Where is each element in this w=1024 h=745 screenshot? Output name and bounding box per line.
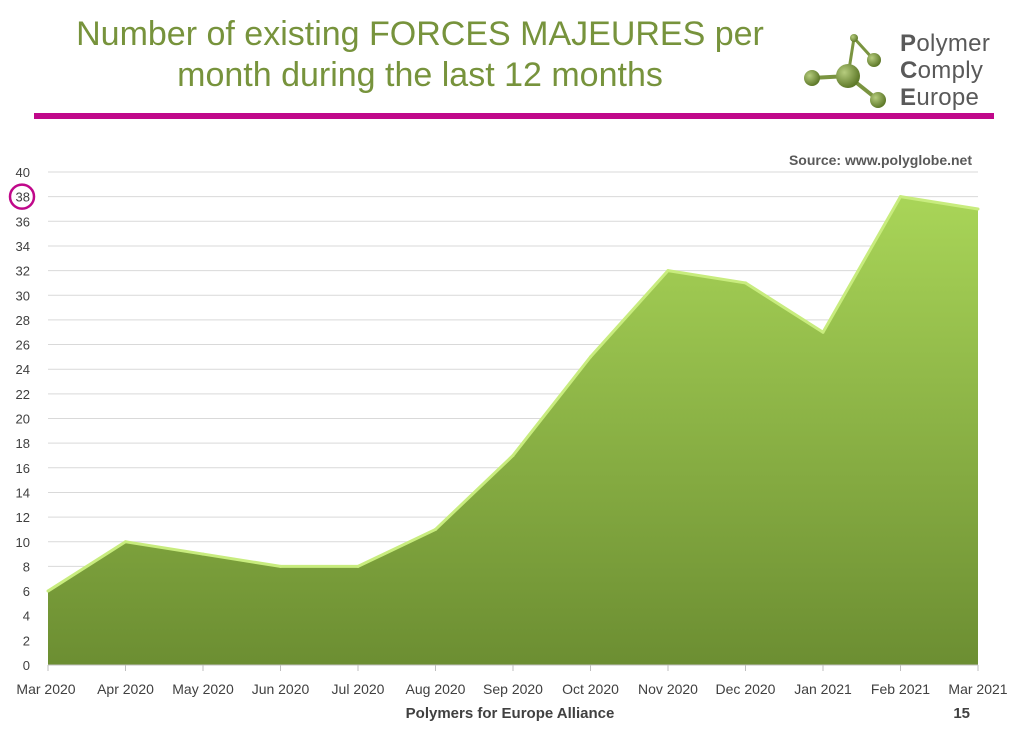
y-tick-label: 16	[16, 461, 30, 476]
data-point	[666, 269, 670, 273]
y-tick-label: 34	[16, 239, 30, 254]
y-tick-label: 14	[16, 485, 30, 500]
x-tick-label: Sep 2020	[483, 681, 543, 697]
data-point	[589, 355, 592, 359]
y-tick-label: 32	[16, 264, 30, 279]
logo-initial-p: P	[900, 30, 917, 57]
highlight-circle	[8, 183, 36, 210]
footer-organization: Polymers for Europe Alliance	[405, 705, 615, 722]
x-tick-label: Nov 2020	[638, 681, 698, 697]
title-divider	[34, 113, 994, 119]
x-tick-label: Jun 2020	[252, 681, 310, 697]
y-tick-label: 36	[16, 214, 30, 229]
page-number: 15	[953, 705, 970, 722]
slide-title: Number of existing FORCES MAJEURES per m…	[40, 14, 800, 96]
data-point	[201, 552, 205, 556]
x-tick-label: Apr 2020	[97, 681, 154, 697]
y-tick-label: 20	[16, 412, 30, 427]
y-tick-label: 24	[16, 362, 30, 377]
data-point	[124, 540, 127, 544]
logo-word-europe: urope	[916, 84, 980, 111]
y-tick-label: 6	[23, 584, 30, 599]
y-tick-label: 2	[23, 633, 30, 648]
y-tick-label: 0	[23, 658, 30, 673]
x-tick-label: Feb 2021	[871, 681, 930, 697]
x-tick-label: Mar 2021	[948, 681, 1007, 697]
x-tick-label: Jan 2021	[794, 681, 852, 697]
logo-word-polymer: olymer	[916, 30, 991, 57]
slide-title-line1: Number of existing FORCES MAJEURES per	[76, 15, 764, 53]
logo-initial-e: E	[900, 84, 917, 111]
x-tick-label: Dec 2020	[716, 681, 776, 697]
x-tick-label: Oct 2020	[562, 681, 619, 697]
series-area	[48, 196, 978, 665]
y-tick-label: 26	[16, 338, 30, 353]
y-tick-label: 10	[16, 535, 30, 550]
molecule-icon	[804, 34, 886, 108]
y-tick-label: 22	[16, 387, 30, 402]
data-point	[976, 207, 980, 211]
data-point	[279, 564, 282, 568]
logo-wordmark: Polymer Comply Europe	[900, 30, 990, 111]
x-tick-label: Jul 2020	[332, 681, 385, 697]
y-tick-label: 18	[16, 436, 30, 451]
y-tick-label: 40	[16, 165, 30, 180]
data-point	[821, 330, 825, 334]
y-tick-label: 8	[23, 559, 30, 574]
y-tick-label: 38	[16, 190, 30, 205]
slide-title-line2: month during the last 12 months	[177, 56, 663, 94]
data-point	[744, 281, 747, 285]
chart-source: Source: www.polyglobe.net	[788, 152, 972, 168]
data-point	[511, 453, 515, 457]
logo-word-comply: omply	[917, 57, 984, 84]
data-point	[46, 589, 50, 593]
data-point	[356, 564, 360, 568]
data-point	[899, 195, 902, 199]
y-tick-label: 30	[16, 288, 30, 303]
polymer-comply-europe-logo: Polymer Comply Europe	[800, 26, 1010, 116]
x-tick-label: Mar 2020	[16, 681, 75, 697]
y-tick-label: 12	[16, 510, 30, 525]
y-tick-label: 4	[23, 609, 30, 624]
x-tick-label: May 2020	[172, 681, 234, 697]
data-point	[434, 527, 437, 531]
y-tick-label: 28	[16, 313, 30, 328]
x-tick-label: Aug 2020	[406, 681, 466, 697]
logo-initial-c: C	[900, 57, 918, 84]
